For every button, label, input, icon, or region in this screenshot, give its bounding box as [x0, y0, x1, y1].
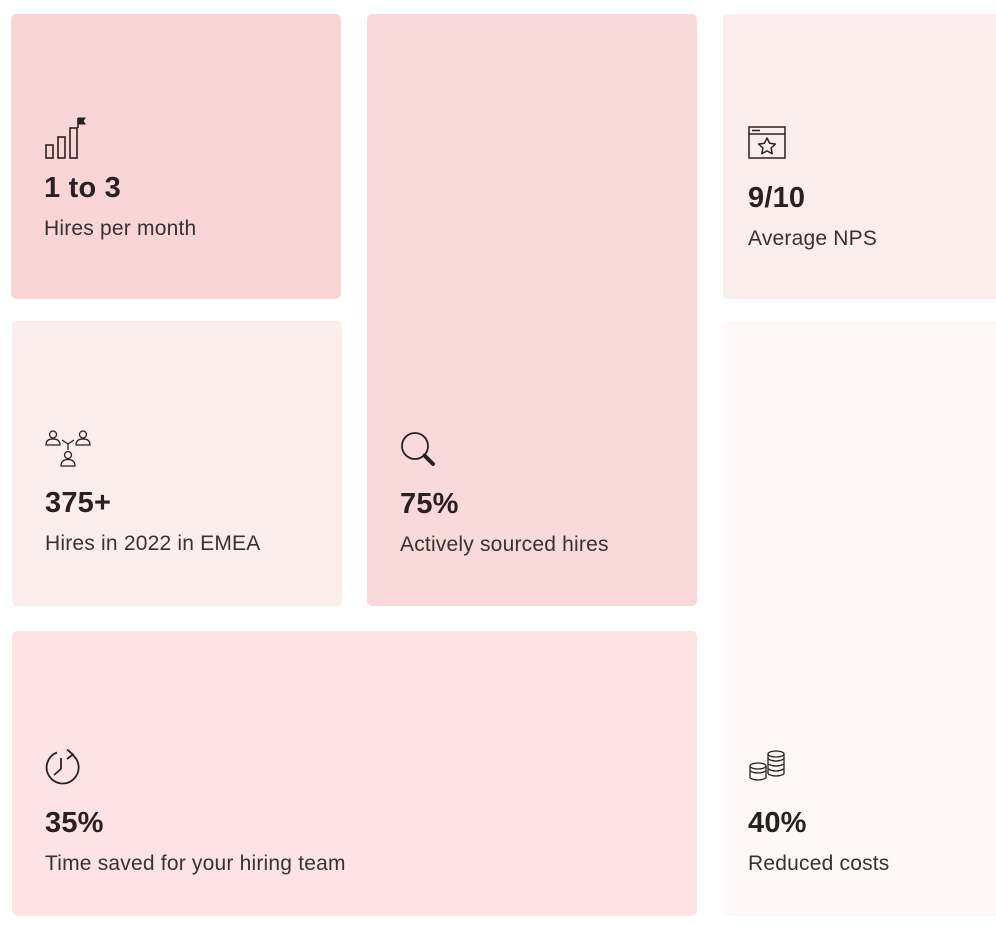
- browser-star-icon: [748, 124, 794, 170]
- clock-refresh-icon: [45, 749, 91, 795]
- magnifier-icon: [400, 430, 446, 476]
- stat-label: Reduced costs: [748, 852, 890, 875]
- stat-value: 9/10: [748, 182, 806, 214]
- stat-value: 375+: [45, 487, 112, 519]
- stat-value: 75%: [400, 488, 459, 520]
- stat-label: Hires in 2022 in EMEA: [45, 532, 261, 555]
- stat-label: Time saved for your hiring team: [45, 852, 346, 875]
- stat-value: 1 to 3: [44, 172, 121, 204]
- coins-icon: [748, 749, 794, 795]
- stat-value: 35%: [45, 807, 104, 839]
- bar-chart-flag-icon: [44, 114, 90, 160]
- stat-label: Hires per month: [44, 217, 197, 240]
- people-network-icon: [45, 429, 91, 475]
- stat-card-reduced-costs: 40% Reduced costs: [723, 321, 996, 916]
- stat-card-time-saved: 35% Time saved for your hiring team: [12, 631, 697, 916]
- stat-card-actively-sourced: 75% Actively sourced hires: [367, 14, 697, 606]
- stat-label: Actively sourced hires: [400, 533, 609, 556]
- stat-value: 40%: [748, 807, 807, 839]
- stat-card-average-nps: 9/10 Average NPS: [723, 14, 996, 299]
- stat-card-hires-per-month: 1 to 3 Hires per month: [11, 14, 341, 299]
- stat-card-hires-emea: 375+ Hires in 2022 in EMEA: [12, 321, 342, 606]
- stat-label: Average NPS: [748, 227, 878, 250]
